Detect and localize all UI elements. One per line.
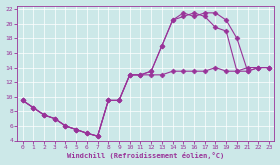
X-axis label: Windchill (Refroidissement éolien,°C): Windchill (Refroidissement éolien,°C): [67, 152, 225, 159]
